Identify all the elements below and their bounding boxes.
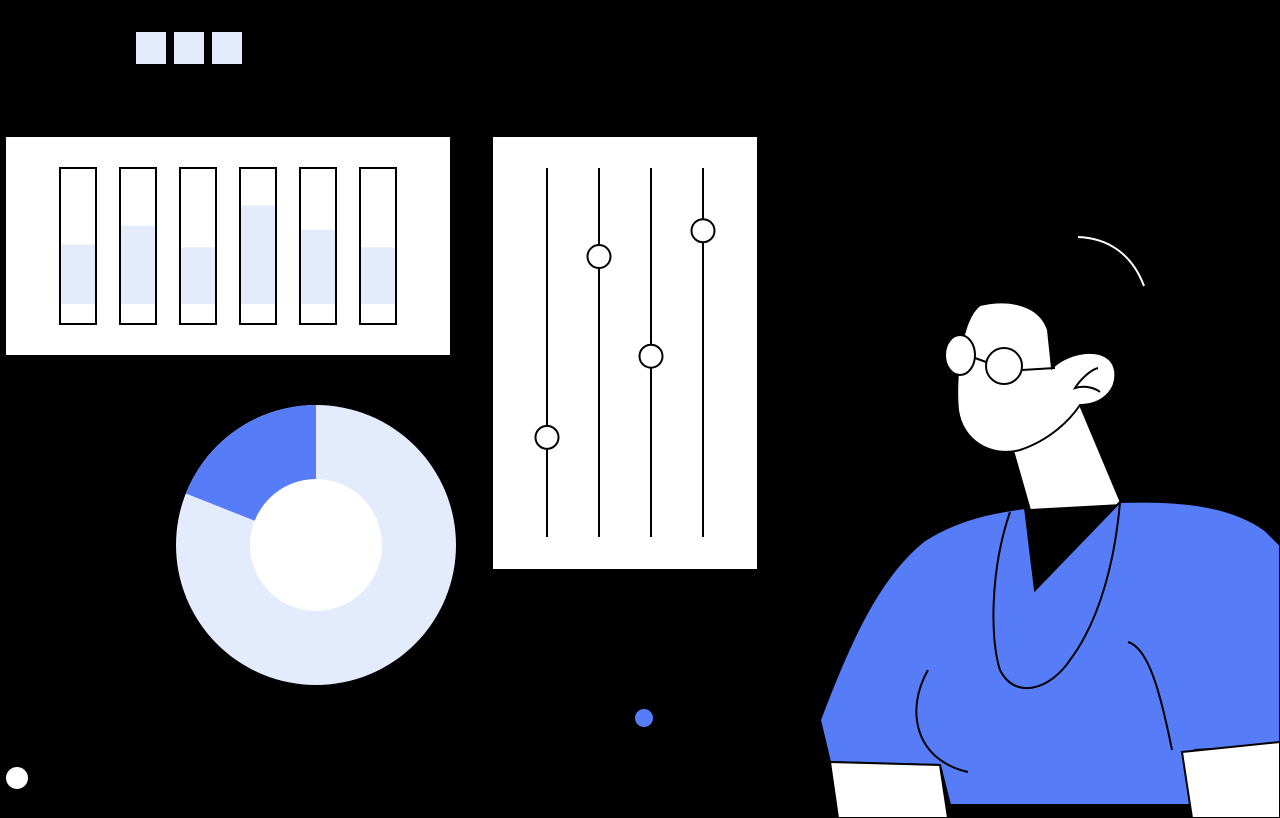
bar-fill	[241, 205, 275, 304]
slider-panel-background	[491, 135, 759, 571]
bar-fill	[361, 247, 395, 304]
person-shirt-fold-right	[1127, 641, 1173, 751]
slider-2	[586, 168, 612, 537]
person-ear-detail	[1072, 367, 1101, 393]
slider-group	[534, 168, 716, 537]
bar-fill	[301, 229, 335, 304]
donut-chart	[176, 405, 456, 685]
slider-3	[638, 168, 664, 537]
indicator-dot-white-icon	[4, 765, 30, 791]
window-dots	[136, 32, 242, 64]
person-face	[956, 301, 1117, 453]
bar-5	[299, 167, 337, 325]
slider-knob	[690, 218, 716, 244]
bar-1	[59, 167, 97, 325]
bar-fill	[121, 225, 155, 304]
bar-6	[359, 167, 397, 325]
bar-4	[239, 167, 277, 325]
window-dot-icon	[136, 32, 166, 64]
indicator-dot-blue-icon	[635, 709, 653, 727]
slider-knob	[638, 343, 664, 369]
person-shirt	[818, 500, 1280, 806]
person-sleeve-left	[828, 760, 950, 818]
window-dot-icon	[212, 32, 242, 64]
slider-knob	[586, 244, 612, 270]
bar-fill	[61, 244, 95, 304]
bar-group	[59, 167, 397, 325]
person-shirt-fold	[915, 669, 969, 773]
slider-knob	[534, 424, 560, 450]
slider-1	[534, 168, 560, 537]
hair-strand	[1077, 236, 1145, 287]
person-sleeve-right	[1180, 740, 1280, 818]
donut-hole	[250, 479, 382, 611]
window-dot-icon	[174, 32, 204, 64]
slider-4	[690, 168, 716, 537]
slider-panel	[491, 135, 759, 571]
person-necklace	[992, 501, 1121, 689]
bar-3	[179, 167, 217, 325]
person-figure	[818, 236, 1280, 818]
bar-2	[119, 167, 157, 325]
bar-fill	[181, 247, 215, 304]
bar-chart-panel	[4, 135, 452, 357]
glasses-icon	[944, 334, 1056, 385]
